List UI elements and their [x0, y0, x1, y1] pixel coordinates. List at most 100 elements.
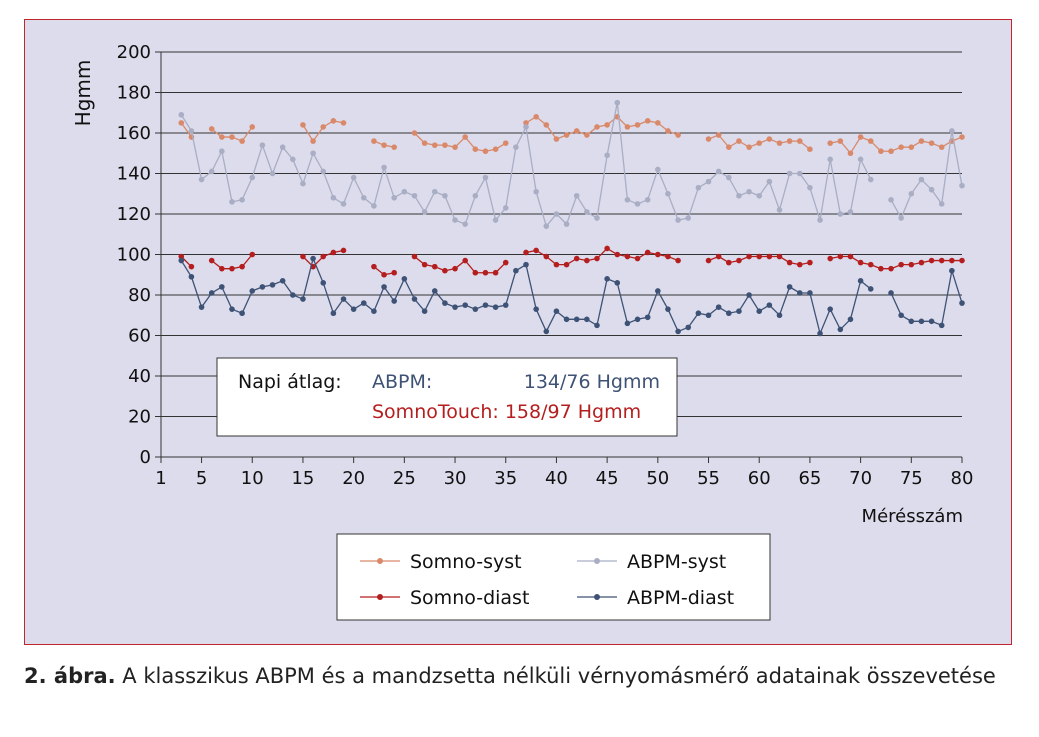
x-tick-label: 65 [798, 468, 821, 489]
data-point [350, 174, 357, 181]
data-point [431, 263, 438, 270]
data-point [634, 316, 641, 323]
data-point [746, 144, 752, 150]
data-point [229, 134, 235, 140]
data-point [411, 130, 418, 136]
data-point [472, 269, 479, 276]
data-point [391, 195, 398, 201]
data-point [604, 276, 610, 282]
caption-text: A klasszikus ABPM és a mandzsetta nélkül… [115, 664, 996, 688]
data-point [594, 322, 600, 329]
data-point [847, 150, 854, 157]
data-point [178, 120, 185, 126]
data-point [867, 286, 874, 292]
data-point [705, 136, 712, 142]
data-point [431, 188, 438, 195]
data-point [249, 124, 256, 130]
x-tick-label: 70 [849, 468, 872, 489]
data-point [959, 300, 965, 306]
data-point [502, 140, 509, 146]
data-point [756, 308, 763, 315]
data-point [705, 312, 712, 319]
data-point [431, 142, 438, 148]
data-point [411, 192, 418, 199]
data-point [644, 118, 651, 124]
data-point [888, 197, 894, 203]
y-tick-label: 200 [117, 42, 151, 63]
series-abpm-syst [178, 99, 965, 229]
data-point [949, 257, 955, 264]
data-point [381, 284, 387, 290]
data-point [492, 269, 499, 276]
data-point [371, 138, 377, 144]
x-tick-label: 45 [596, 468, 619, 489]
data-point [442, 192, 448, 199]
series-line [302, 120, 344, 143]
data-point [796, 170, 803, 177]
data-point [401, 188, 408, 195]
data-point [594, 124, 600, 130]
data-point [502, 302, 509, 308]
data-point [340, 296, 347, 302]
series-line [414, 132, 507, 152]
data-point [421, 261, 428, 268]
legend-item: ABPM-diast [577, 587, 734, 609]
data-point [340, 201, 347, 207]
data-point [847, 253, 854, 260]
data-point [726, 259, 732, 266]
data-point [705, 178, 712, 185]
data-point [208, 290, 215, 296]
legend-marker [594, 594, 600, 600]
data-point [857, 156, 864, 163]
data-point [462, 221, 468, 227]
series-abpm-diast [178, 255, 965, 337]
data-point [736, 138, 742, 144]
legend-item: ABPM-syst [577, 551, 726, 573]
data-point [715, 132, 722, 138]
data-point [360, 300, 367, 306]
stats-somno-line: SomnoTouch: 158/97 Hgmm [372, 401, 641, 423]
legend-marker [377, 594, 383, 600]
data-point [431, 288, 438, 294]
data-point [573, 316, 580, 323]
data-point [837, 211, 844, 217]
data-point [219, 265, 225, 272]
x-tick-label: 40 [545, 468, 568, 489]
data-point [472, 306, 479, 312]
caption-label: 2. ábra. [24, 664, 116, 688]
data-point [746, 188, 752, 195]
data-point [371, 263, 377, 270]
data-point [898, 144, 904, 150]
data-point [523, 124, 529, 130]
data-point [807, 259, 813, 266]
x-tick-label: 20 [342, 468, 365, 489]
data-point [665, 253, 671, 260]
data-point [188, 128, 195, 134]
data-point [675, 328, 681, 335]
data-point [523, 249, 529, 256]
data-point [786, 170, 793, 177]
data-point [756, 140, 763, 146]
data-point [208, 257, 215, 264]
data-point [614, 280, 621, 286]
data-point [766, 136, 773, 142]
legend-label: ABPM-syst [627, 551, 726, 573]
data-point [685, 215, 692, 221]
data-point [584, 209, 590, 215]
data-point [644, 249, 651, 256]
series-line [525, 115, 679, 140]
data-point [269, 282, 276, 288]
data-point [563, 316, 570, 323]
data-point [685, 324, 692, 331]
data-point [371, 308, 377, 315]
data-point [300, 253, 306, 260]
data-point [928, 318, 935, 325]
data-point [837, 326, 844, 333]
data-point [695, 184, 702, 191]
data-point [391, 269, 398, 276]
x-tick-label: 30 [444, 468, 467, 489]
x-tick-label: 5 [196, 468, 207, 489]
data-point [736, 192, 742, 199]
data-point [523, 120, 529, 126]
